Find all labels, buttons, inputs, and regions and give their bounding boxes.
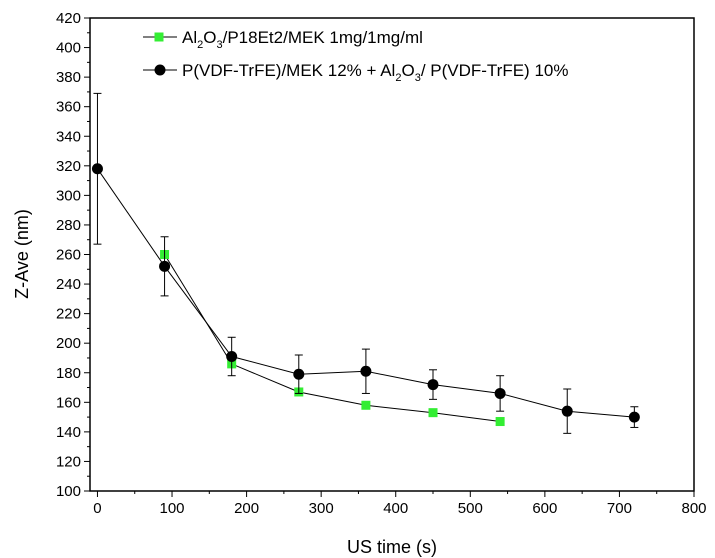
x-tick-label: 800	[681, 500, 706, 517]
data-point-circle	[293, 368, 305, 380]
y-axis: 100 120 140 160 180 200 220 240 260 280 300 320 340 3…	[56, 10, 90, 500]
y-tick-label: 300	[56, 187, 81, 204]
series-line	[164, 254, 501, 422]
data-point-circle	[628, 411, 640, 423]
data-point-circle	[561, 405, 573, 417]
y-tick-label: 400	[56, 40, 81, 57]
legend-label-green: Al2O3/P18Et2/MEK 1mg/1mg/ml	[182, 28, 423, 51]
x-tick-label: 100	[160, 500, 185, 517]
data-point-circle	[226, 350, 238, 362]
y-tick-label: 320	[56, 158, 81, 175]
y-tick-label: 340	[56, 128, 81, 145]
series-layer	[91, 92, 640, 434]
x-tick-label: 400	[383, 500, 408, 517]
data-point-circle	[159, 260, 171, 272]
legend-entry-black: P(VDF-TrFE)/MEK 12% + Al2O3/ P(VDF-TrFE)…	[143, 61, 568, 84]
y-tick-label: 140	[56, 424, 81, 441]
y-tick-label: 240	[56, 276, 81, 293]
legend-entry-green: Al2O3/P18Et2/MEK 1mg/1mg/ml	[143, 28, 423, 51]
y-tick-label: 120	[56, 453, 81, 470]
y-tick-label: 180	[56, 365, 81, 382]
legend-marker-green	[154, 32, 164, 42]
y-tick-label: 220	[56, 306, 81, 323]
x-tick-label: 300	[309, 500, 334, 517]
y-tick-label: 200	[56, 335, 81, 352]
y-tick-label: 100	[56, 483, 81, 500]
y-tick-label: 160	[56, 394, 81, 411]
y-tick-label: 260	[56, 247, 81, 264]
legend: Al2O3/P18Et2/MEK 1mg/1mg/ml P(VDF-TrFE)/…	[143, 28, 568, 84]
series-2	[91, 92, 640, 434]
y-tick-label: 280	[56, 217, 81, 234]
x-tick-label: 700	[607, 500, 632, 517]
legend-marker-black	[154, 64, 166, 76]
data-point-square	[361, 400, 371, 410]
data-point-square	[428, 408, 438, 418]
x-tick-label: 0	[93, 500, 101, 517]
y-tick-label: 360	[56, 99, 81, 116]
data-point-circle	[494, 387, 506, 399]
y-axis-title: Z-Ave (nm)	[12, 209, 32, 299]
x-tick-label: 200	[234, 500, 259, 517]
x-axis: 0 100 200 300 400 500 600 700 800	[93, 491, 707, 517]
data-point-circle	[360, 365, 372, 377]
x-axis-title: US time (s)	[347, 537, 437, 557]
data-point-circle	[91, 163, 103, 175]
plot-frame-border	[89, 17, 695, 492]
y-tick-label: 420	[56, 10, 81, 27]
y-tick-label: 380	[56, 69, 81, 86]
data-point-square	[495, 417, 505, 427]
data-point-circle	[427, 379, 439, 391]
plot-area	[89, 17, 695, 492]
x-tick-label: 600	[532, 500, 557, 517]
legend-label-black: P(VDF-TrFE)/MEK 12% + Al2O3/ P(VDF-TrFE)…	[182, 61, 568, 84]
x-tick-label: 500	[458, 500, 483, 517]
